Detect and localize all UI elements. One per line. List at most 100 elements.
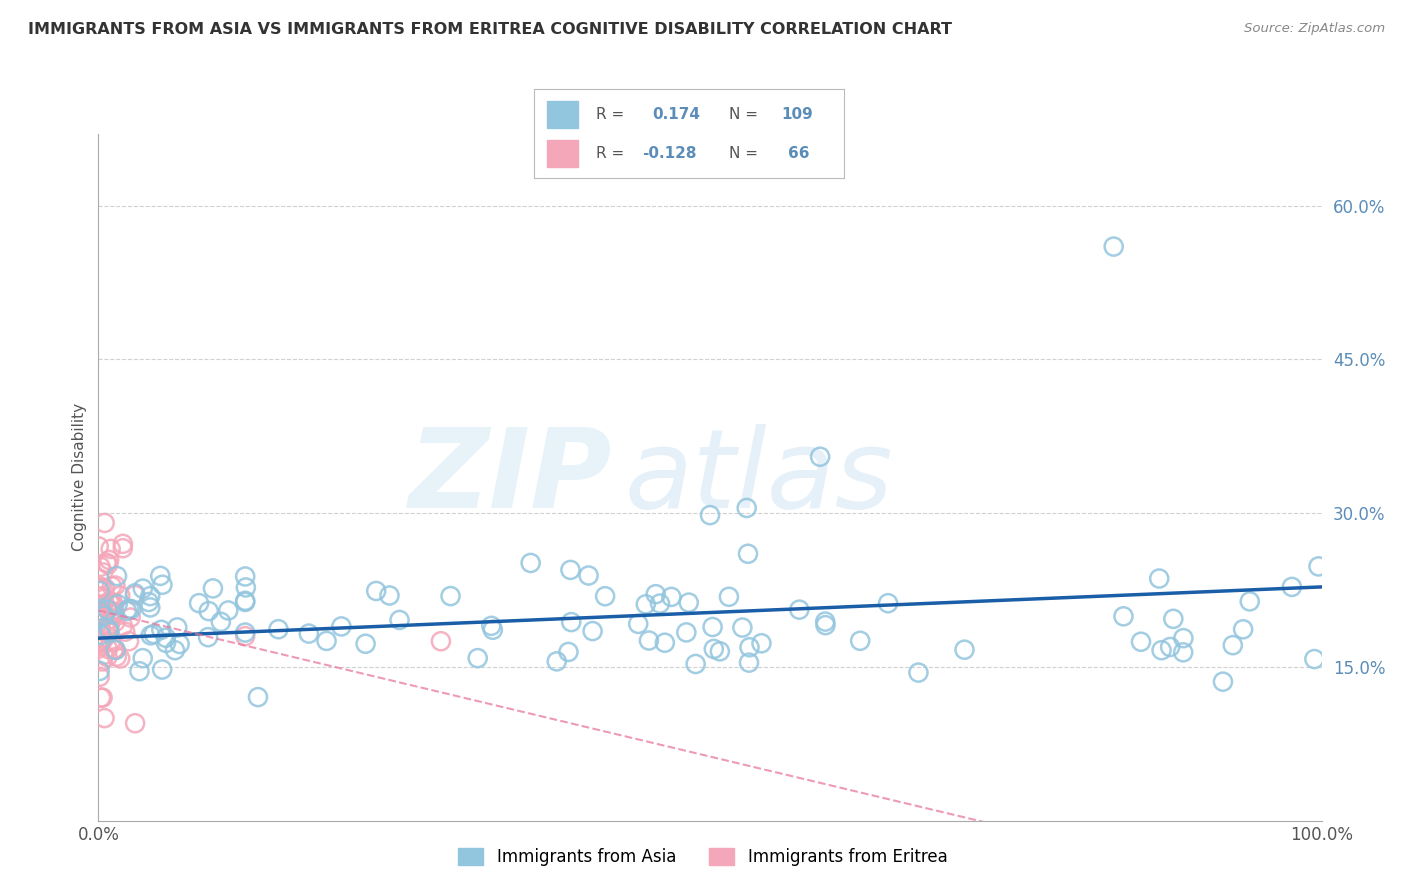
Immigrants from Eritrea <box>93 591 115 606</box>
Text: 0.174: 0.174 <box>652 107 700 121</box>
Immigrants from Eritrea <box>90 559 112 574</box>
Text: atlas: atlas <box>624 424 893 531</box>
Immigrants from Eritrea <box>100 634 122 648</box>
Immigrants from Asia <box>593 589 616 603</box>
Immigrants from Eritrea <box>91 690 114 705</box>
Immigrants from Asia <box>1150 643 1173 657</box>
Immigrants from Eritrea <box>93 609 115 624</box>
Immigrants from Eritrea <box>93 609 115 624</box>
Immigrants from Asia <box>97 603 120 617</box>
Immigrants from Eritrea <box>100 612 122 626</box>
Immigrants from Asia <box>330 619 353 633</box>
Immigrants from Asia <box>849 633 872 648</box>
Immigrants from Eritrea <box>114 624 136 639</box>
Immigrants from Eritrea <box>89 580 111 594</box>
Immigrants from Asia <box>581 624 603 638</box>
Immigrants from Asia <box>388 613 411 627</box>
Immigrants from Asia <box>814 618 837 632</box>
Immigrants from Eritrea <box>90 690 112 705</box>
Immigrants from Asia <box>703 642 725 657</box>
Immigrants from Asia <box>105 569 128 583</box>
Immigrants from Eritrea <box>91 613 114 627</box>
Immigrants from Asia <box>128 665 150 679</box>
Immigrants from Eritrea <box>103 599 125 613</box>
Immigrants from Asia <box>717 590 740 604</box>
Immigrants from Eritrea <box>91 655 114 669</box>
Immigrants from Eritrea <box>93 648 115 662</box>
Immigrants from Eritrea <box>111 541 134 556</box>
Text: N =: N = <box>730 146 758 161</box>
Text: R =: R = <box>596 146 624 161</box>
Immigrants from Eritrea <box>101 595 124 609</box>
Immigrants from Eritrea <box>91 607 114 621</box>
Y-axis label: Cognitive Disability: Cognitive Disability <box>72 403 87 551</box>
Immigrants from Asia <box>169 637 191 651</box>
Immigrants from Asia <box>188 596 211 610</box>
Immigrants from Eritrea <box>96 650 118 665</box>
Immigrants from Asia <box>675 625 697 640</box>
Immigrants from Eritrea <box>91 581 114 595</box>
Immigrants from Asia <box>702 620 724 634</box>
Immigrants from Asia <box>155 636 177 650</box>
Immigrants from Eritrea <box>90 590 112 604</box>
Immigrants from Asia <box>907 665 929 680</box>
Immigrants from Asia <box>789 602 811 616</box>
Immigrants from Asia <box>560 563 582 577</box>
Immigrants from Asia <box>634 597 657 611</box>
Immigrants from Asia <box>107 597 129 611</box>
Immigrants from Asia <box>209 615 232 629</box>
Immigrants from Asia <box>627 616 650 631</box>
Immigrants from Eritrea <box>100 541 122 556</box>
Immigrants from Asia <box>661 590 683 604</box>
Immigrants from Asia <box>737 547 759 561</box>
Immigrants from Asia <box>546 654 568 668</box>
Immigrants from Asia <box>233 625 256 640</box>
Immigrants from Eritrea <box>97 558 120 572</box>
Immigrants from Asia <box>1281 580 1303 594</box>
Immigrants from Asia <box>1212 674 1234 689</box>
Legend: Immigrants from Asia, Immigrants from Eritrea: Immigrants from Asia, Immigrants from Er… <box>450 840 956 875</box>
Immigrants from Eritrea <box>98 605 121 619</box>
Immigrants from Asia <box>1173 645 1195 659</box>
Immigrants from Eritrea <box>90 622 112 636</box>
Immigrants from Eritrea <box>110 651 132 665</box>
Immigrants from Asia <box>731 621 754 635</box>
Immigrants from Eritrea <box>96 556 118 570</box>
Immigrants from Asia <box>953 642 976 657</box>
Immigrants from Eritrea <box>89 634 111 648</box>
Immigrants from Asia <box>115 604 138 618</box>
Immigrants from Asia <box>751 636 773 650</box>
Immigrants from Eritrea <box>104 578 127 592</box>
Immigrants from Asia <box>139 628 162 642</box>
Immigrants from Asia <box>89 604 111 618</box>
Immigrants from Asia <box>139 589 162 603</box>
Immigrants from Asia <box>98 624 121 639</box>
Immigrants from Eritrea <box>90 635 112 649</box>
Immigrants from Asia <box>150 623 173 637</box>
Immigrants from Eritrea <box>103 642 125 657</box>
Immigrants from Eritrea <box>91 566 114 580</box>
Immigrants from Asia <box>808 450 831 464</box>
Immigrants from Asia <box>246 690 269 704</box>
Text: 109: 109 <box>782 107 814 121</box>
Immigrants from Eritrea <box>97 641 120 656</box>
Immigrants from Asia <box>678 596 700 610</box>
Immigrants from Asia <box>197 604 219 618</box>
Immigrants from Eritrea <box>111 619 134 633</box>
Immigrants from Eritrea <box>89 572 111 586</box>
Immigrants from Eritrea <box>101 579 124 593</box>
Immigrants from Eritrea <box>111 537 134 551</box>
Immigrants from Asia <box>1130 634 1153 648</box>
Text: Source: ZipAtlas.com: Source: ZipAtlas.com <box>1244 22 1385 36</box>
Immigrants from Eritrea <box>104 615 127 629</box>
Immigrants from Asia <box>482 623 505 637</box>
Immigrants from Asia <box>644 587 666 601</box>
Immigrants from Asia <box>233 595 256 609</box>
Immigrants from Eritrea <box>120 610 142 624</box>
Immigrants from Asia <box>235 581 257 595</box>
Immigrants from Asia <box>132 582 155 596</box>
Immigrants from Asia <box>315 634 337 648</box>
Immigrants from Asia <box>138 595 160 609</box>
Immigrants from Eritrea <box>124 588 146 602</box>
Immigrants from Eritrea <box>98 553 121 567</box>
